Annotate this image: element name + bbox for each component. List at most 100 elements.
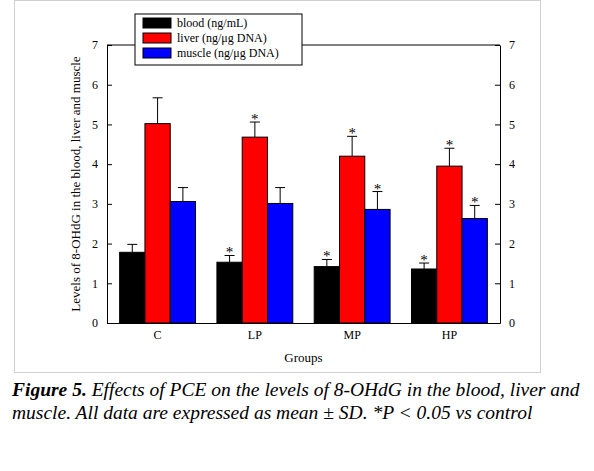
legend: blood (ng/mL)liver (ng/μg DNA)muscle (ng… [135,14,302,65]
tick: 1 [92,277,112,291]
tick-mark [495,244,500,245]
tick-mark [495,124,500,125]
x-axis: C LP MP HP [108,324,501,342]
caption-text: Effects of PCE on the levels of 8-OHdG i… [12,379,580,423]
tick-label: 0 [509,316,515,330]
bar [242,137,267,323]
bar [437,166,462,323]
legend-label: muscle (ng/μg DNA) [177,46,279,60]
legend-box [135,14,302,65]
legend-swatch [143,18,171,28]
tick-label: 5 [509,118,515,132]
error-bar-cap [127,244,137,245]
error-bar-cap [153,97,163,98]
tick: 4 [495,157,515,171]
tick-label: 2 [509,237,515,251]
tick: 3 [495,197,515,211]
tick: 3 [92,197,112,211]
tick-label: 5 [92,118,98,132]
bar [365,209,390,323]
bar [170,201,195,323]
tick-mark [107,244,112,245]
bar [145,124,170,323]
tick-mark [107,85,112,86]
tick-mark [495,85,500,86]
tick: 6 [495,78,515,92]
legend-swatch [143,48,171,58]
tick-label: 1 [92,277,98,291]
tick-label: 7 [92,38,98,52]
tick-label: LP [248,328,262,342]
significance-mark: * [471,194,479,210]
tick-mark [107,204,112,205]
x-axis-title: Groups [284,350,322,365]
axis-line [108,323,501,324]
tick: LP [248,328,262,342]
frame [15,1,541,373]
tick-label: 2 [92,237,98,251]
error-bar-stem [157,98,158,124]
tick-label: 6 [509,78,515,92]
tick: 7 [92,38,112,52]
tick-mark [495,45,500,46]
bar [411,269,436,323]
error-bar [275,188,285,204]
y-axis-title: Levels of 8-OHdG in the blood, liver and… [68,56,83,311]
tick-label: 1 [509,277,515,291]
tick-label: 3 [509,197,515,211]
axis-line [107,46,108,324]
tick-mark [107,124,112,125]
y-axis: 0 1 2 3 4 5 6 7 [92,38,112,330]
plot-area [120,98,488,323]
error-bar [127,244,137,252]
tick: HP [442,328,458,342]
error-bar-stem [182,188,183,202]
tick-label: 3 [92,197,98,211]
bar [217,262,242,323]
tick: C [154,328,162,342]
significance-mark: * [446,137,454,153]
bar-series [145,98,462,323]
error-bar-cap [275,187,285,188]
tick-mark [495,204,500,205]
tick-mark [107,283,112,284]
tick-label: 0 [92,316,98,330]
axis-line [500,46,501,324]
tick-mark [107,164,112,165]
bar [339,156,364,323]
error-bar-stem [280,188,281,204]
tick: 2 [92,237,112,251]
tick-mark [495,283,500,284]
annotations: ******** [226,111,479,268]
bar [314,267,339,323]
significance-mark: * [348,125,356,141]
legend-label: blood (ng/mL) [177,16,247,30]
tick-label: 4 [509,157,515,171]
tick: 4 [92,157,112,171]
tick-label: 6 [92,78,98,92]
tick: 6 [92,78,112,92]
tick: MP [343,328,361,342]
bar [268,203,293,323]
error-bar-cap [178,187,188,188]
tick: 1 [495,277,515,291]
legend-label: liver (ng/μg DNA) [177,31,267,45]
bar-series [170,188,487,323]
legend-swatch [143,33,171,43]
tick-mark [107,45,112,46]
caption: Figure 5. Effects of PCE on the levels o… [12,378,587,424]
error-bar-stem [132,244,133,252]
tick: 7 [495,38,515,52]
tick-label: C [154,328,162,342]
tick-mark [495,164,500,165]
significance-mark: * [251,111,259,127]
tick: 5 [495,118,515,132]
tick-label: HP [442,328,458,342]
error-bar [153,98,163,124]
bar [120,252,145,323]
tick-label: 7 [509,38,515,52]
tick-label: MP [343,328,361,342]
y2-axis: 0 1 2 3 4 5 6 7 [495,38,515,330]
tick: 5 [92,118,112,132]
significance-mark: * [420,252,428,268]
